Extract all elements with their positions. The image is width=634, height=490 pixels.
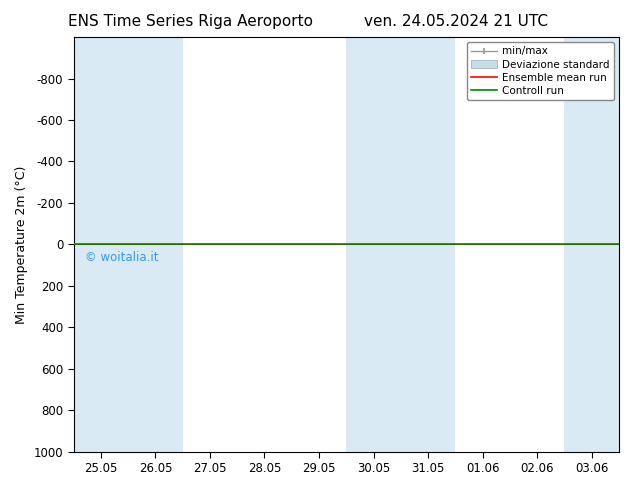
Text: ENS Time Series Riga Aeroporto: ENS Time Series Riga Aeroporto [68, 14, 313, 29]
Bar [74, 37, 128, 452]
Bar [128, 37, 183, 452]
Bar [401, 37, 455, 452]
Bar [346, 37, 401, 452]
Text: © woitalia.it: © woitalia.it [84, 251, 158, 265]
Text: ven. 24.05.2024 21 UTC: ven. 24.05.2024 21 UTC [365, 14, 548, 29]
Y-axis label: Min Temperature 2m (°C): Min Temperature 2m (°C) [15, 165, 28, 323]
Legend: min/max, Deviazione standard, Ensemble mean run, Controll run: min/max, Deviazione standard, Ensemble m… [467, 42, 614, 100]
Bar [564, 37, 619, 452]
